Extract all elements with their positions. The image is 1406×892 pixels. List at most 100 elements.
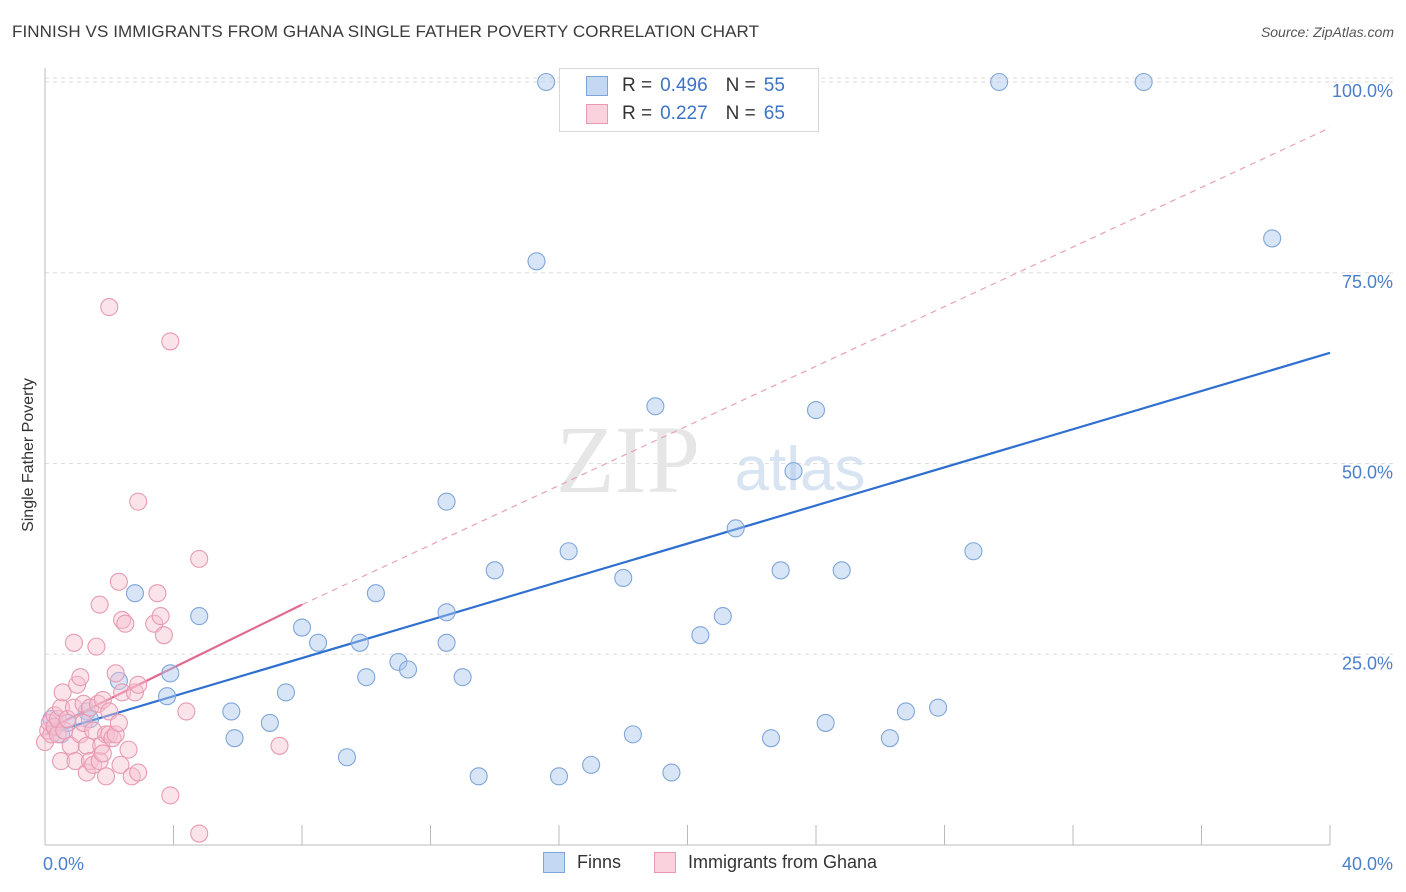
finns-swatch (586, 76, 608, 96)
finns-point (816, 713, 835, 732)
ghana-point (100, 298, 119, 317)
y-tick-label: 50.0% (1342, 463, 1393, 483)
watermark-atlas: atlas (735, 435, 866, 504)
ghana-point (129, 763, 148, 782)
finns-point (964, 542, 983, 561)
ghana-point (71, 668, 90, 687)
finns-point (527, 252, 546, 271)
points-layer (35, 72, 1282, 843)
ghana-point (270, 736, 289, 755)
ghana-point (93, 690, 112, 710)
y-tick-label: 100.0% (1332, 81, 1393, 101)
finns-point (350, 633, 369, 652)
n-label: N = (725, 103, 756, 124)
finns-point (582, 755, 601, 774)
finns-point (896, 702, 916, 721)
legend-row-finns: R = 0.496 N = 55 (586, 75, 785, 97)
grid-layer (45, 77, 1395, 655)
ghana-point (106, 725, 125, 744)
r-label: R = (622, 103, 653, 124)
finns-point (614, 568, 633, 588)
ghana-point (87, 637, 106, 656)
finns-point (549, 767, 569, 786)
finns-point (437, 603, 456, 622)
r-label: R = (622, 75, 653, 96)
ghana-point (106, 664, 125, 683)
finns-point (437, 492, 456, 511)
finns-point (691, 626, 710, 645)
y-tick-label: 75.0% (1342, 272, 1393, 292)
finns-point (357, 668, 376, 687)
trend-line-extended (301, 127, 1331, 606)
ghana-point (64, 633, 83, 652)
correlation-legend: R = 0.496 N = 55 R = 0.227 N = 65 (559, 68, 819, 132)
legend-item-finns[interactable]: Finns (543, 852, 621, 873)
n-label: N = (725, 75, 756, 96)
legend-row-ghana: R = 0.227 N = 65 (586, 103, 785, 125)
finns-point (784, 462, 803, 481)
finns-point (366, 584, 385, 603)
finns-point (389, 652, 408, 671)
finns-point (806, 401, 826, 420)
n-value: 65 (763, 103, 785, 124)
finns-point (713, 607, 732, 626)
ghana-point (93, 744, 112, 763)
ghana-point (129, 492, 148, 511)
ghana-point (90, 595, 109, 614)
tick-labels-layer: 100.0% 75.0% 50.0% 25.0% 0.0% 40.0% (43, 81, 1393, 874)
finns-point (161, 664, 180, 683)
finns-point (880, 729, 899, 748)
ghana-point (53, 683, 72, 702)
finns-point (309, 633, 328, 652)
chart-title: FINNISH VS IMMIGRANTS FROM GHANA SINGLE … (12, 22, 760, 41)
ghana-point (154, 626, 173, 645)
ghana-point (64, 698, 83, 717)
ghana-point (109, 572, 128, 591)
legend-item-ghana[interactable]: Immigrants from Ghana (654, 852, 877, 873)
finns-point (1134, 72, 1153, 92)
finns-point (646, 397, 665, 416)
ghana-legend-swatch (654, 852, 676, 873)
finns-point (222, 702, 241, 721)
r-value: 0.496 (660, 75, 708, 96)
ghana-point (52, 698, 71, 717)
finns-legend-label: Finns (577, 852, 622, 872)
finns-point (190, 607, 209, 626)
finns-point (260, 713, 279, 732)
ghana-point (190, 824, 209, 843)
ghana-point (116, 614, 135, 633)
finns-point (623, 725, 642, 744)
n-value: 55 (763, 75, 785, 96)
ghana-point (74, 713, 93, 732)
trend-layer (44, 127, 1331, 736)
watermark: ZIP atlas (556, 406, 865, 513)
finns-point (398, 660, 418, 679)
finns-point (225, 729, 244, 748)
ghana-point (119, 740, 138, 759)
finns-point (437, 633, 456, 652)
ghana-point (151, 607, 170, 626)
y-tick-label: 25.0% (1342, 653, 1393, 673)
ghana-point (177, 702, 196, 721)
finns-legend-swatch (543, 852, 565, 873)
finns-point (453, 668, 472, 687)
finns-point (929, 698, 948, 717)
finns-point (990, 72, 1009, 92)
ghana-point (96, 767, 116, 786)
finns-point (761, 729, 781, 748)
finns-point (292, 618, 312, 637)
r-value: 0.227 (660, 103, 708, 124)
ghana-point (109, 713, 128, 732)
finns-point (726, 519, 745, 538)
ghana-point (161, 786, 180, 805)
ghana-point (111, 755, 130, 774)
finns-point (832, 561, 851, 580)
ghana-point (52, 752, 71, 771)
finns-point (276, 683, 295, 702)
finns-point (771, 561, 790, 580)
finns-point (559, 542, 578, 561)
source-label: Source: ZipAtlas.com (1260, 24, 1394, 40)
ghana-point (48, 710, 67, 729)
finns-point (337, 748, 357, 767)
ghana-point (66, 752, 85, 771)
